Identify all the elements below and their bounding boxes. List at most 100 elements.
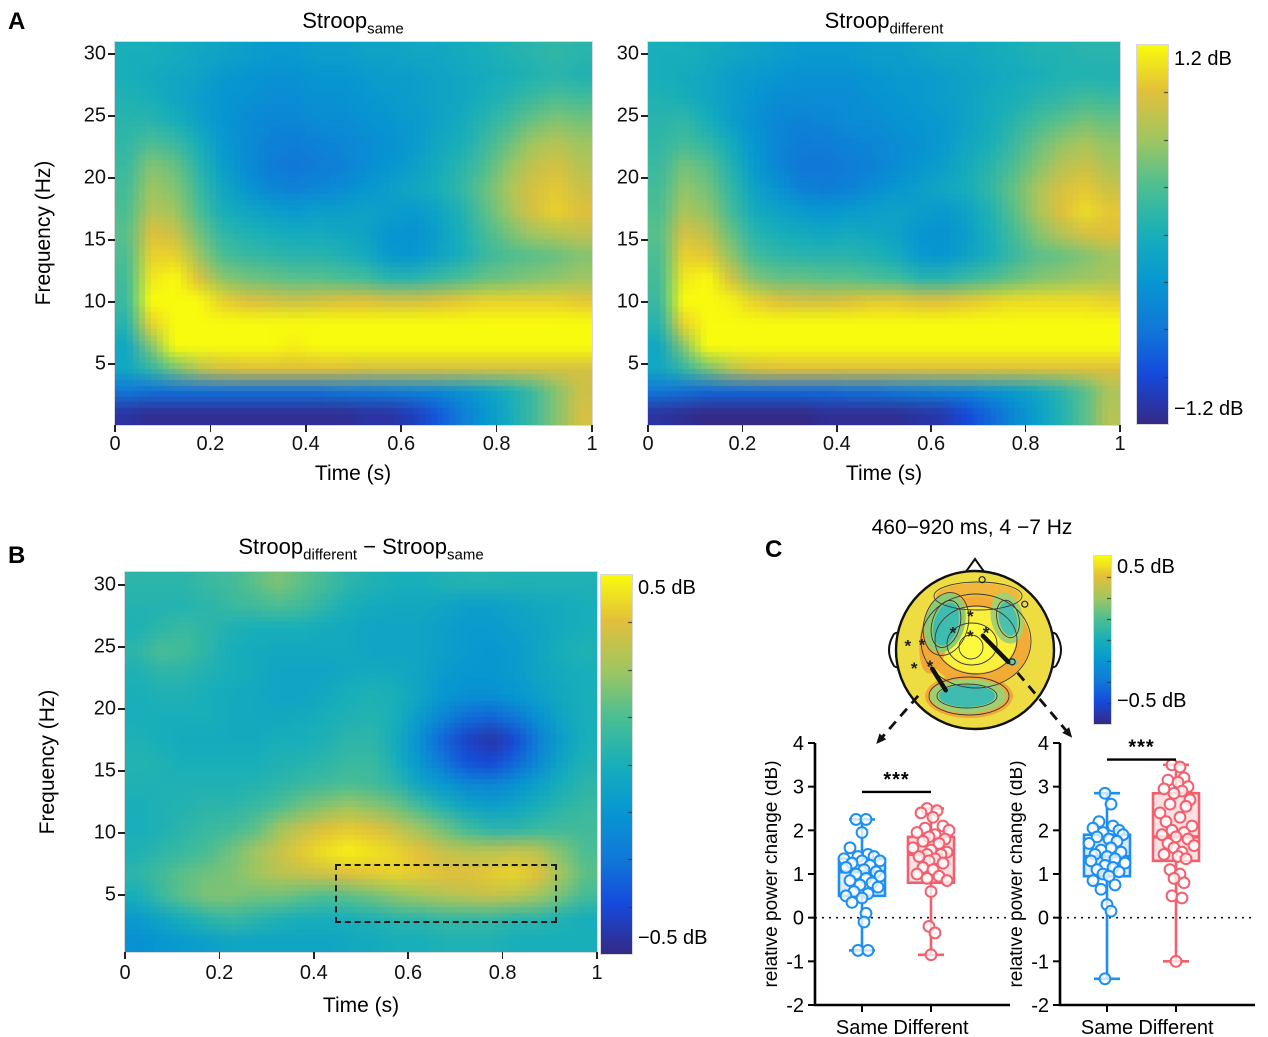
x-tick-label: 0 — [119, 962, 131, 984]
colorbar-panel-b — [600, 574, 633, 955]
category-label: Same — [836, 1017, 888, 1037]
x-tick-mark — [501, 952, 504, 959]
x-tick-mark — [596, 952, 598, 959]
ylabel-panel-b: Frequency (Hz) — [36, 689, 59, 835]
y-tick-label: 4 — [1038, 733, 1049, 755]
y-tick-label: 5 — [94, 352, 106, 375]
boxplot-ylabel: relative power change (dB) — [1010, 760, 1027, 987]
y-tick-label: 3 — [793, 777, 804, 799]
colorbar-panel-a — [1136, 44, 1169, 425]
title-stroop-same: Stroopsame — [302, 8, 404, 37]
y-tick-label: 2 — [793, 820, 804, 842]
x-tick-mark — [209, 425, 212, 432]
x-tick-mark — [1119, 425, 1121, 432]
x-tick-mark — [1024, 425, 1027, 432]
y-tick-label: 1 — [793, 864, 804, 886]
dashed-arrow-line — [1016, 672, 1074, 739]
dashed-arrow-head — [1062, 727, 1073, 738]
data-point — [871, 880, 885, 894]
electrode-star: * — [919, 635, 926, 654]
data-point — [1165, 889, 1179, 903]
title-diff-s1: different — [303, 546, 358, 564]
electrode-ring — [1021, 600, 1029, 608]
y-tick-label: 25 — [93, 635, 116, 658]
data-point — [1177, 876, 1191, 890]
x-tick-label: 0.4 — [822, 433, 851, 455]
data-point — [1118, 856, 1132, 870]
data-point — [906, 841, 920, 855]
data-point — [924, 948, 938, 962]
data-point — [1157, 847, 1171, 861]
x-tick-label: 0.2 — [728, 433, 757, 455]
y-tick-label: 20 — [83, 166, 106, 189]
y-tick-label: 15 — [83, 228, 106, 251]
x-tick-label: 0 — [642, 433, 654, 455]
data-point — [1167, 786, 1181, 800]
x-tick-mark — [114, 425, 116, 432]
significance-stars: *** — [883, 769, 909, 791]
data-point — [859, 813, 873, 826]
x-tick-mark — [124, 952, 126, 959]
x-tick-label: 0 — [109, 433, 121, 455]
data-point — [1169, 954, 1183, 968]
electrode-star: * — [983, 624, 990, 643]
colorbar-b-max-label: 0.5 dB — [638, 577, 696, 599]
data-point — [1094, 882, 1108, 896]
title-stroop-different: Stroopdifferent — [825, 8, 944, 37]
data-point — [914, 806, 928, 820]
y-tick-label: 10 — [93, 821, 116, 844]
x-tick-label: 0.6 — [387, 433, 416, 455]
significant-cluster-box — [335, 864, 557, 923]
data-point — [1086, 874, 1100, 887]
electrode-ring — [978, 576, 986, 584]
colorbar-panel-c — [1093, 555, 1112, 725]
xlabel-panel-a-right: Time (s) — [845, 462, 923, 485]
data-point — [1187, 839, 1201, 853]
y-tick-label: 1 — [1038, 864, 1049, 886]
y-tick-label: -1 — [786, 951, 804, 973]
y-tick-mark — [108, 115, 115, 117]
x-tick-label: 0.8 — [482, 433, 511, 455]
y-tick-mark — [641, 115, 648, 117]
electrode-star: * — [967, 627, 974, 646]
data-point — [916, 834, 930, 848]
title-difference: Stroopdifferent − Stroopsame — [238, 534, 483, 563]
y-tick-label: 0 — [793, 908, 804, 930]
data-point — [1108, 878, 1122, 892]
data-point — [1098, 786, 1112, 800]
data-point — [843, 841, 857, 855]
y-tick-mark — [118, 708, 125, 710]
y-tick-label: 5 — [627, 352, 639, 375]
cluster-arrows — [875, 633, 1074, 745]
y-tick-label: -2 — [786, 995, 804, 1017]
x-tick-mark — [400, 425, 402, 432]
y-tick-label: -2 — [1031, 995, 1049, 1017]
x-tick-label: 0.2 — [196, 433, 225, 455]
data-point — [1185, 819, 1199, 833]
xlabel-panel-a-left: Time (s) — [314, 462, 392, 485]
x-tick-label: 0.6 — [917, 433, 946, 455]
x-tick-label: 0.8 — [1011, 433, 1040, 455]
spectrogram-difference — [124, 571, 598, 953]
y-tick-label: 15 — [616, 228, 639, 251]
y-tick-label: 4 — [793, 733, 804, 755]
x-tick-label: 0.6 — [394, 962, 423, 984]
y-tick-label: 15 — [93, 759, 116, 782]
y-tick-mark — [108, 301, 115, 303]
data-point — [910, 826, 924, 839]
y-tick-label: 30 — [616, 42, 639, 65]
cluster-line — [980, 633, 1011, 665]
y-tick-label: 30 — [93, 573, 116, 596]
electrode-star: * — [927, 657, 934, 676]
y-tick-label: 3 — [1038, 777, 1049, 799]
y-tick-label: 30 — [83, 42, 106, 65]
data-point — [924, 885, 938, 898]
title-stroop-different-sub: different — [889, 20, 944, 38]
boxplot-left: 4 3 2 1 0 -1 -2 Same Different *** relative power … — [765, 733, 1010, 1037]
data-point — [857, 915, 871, 929]
data-point — [839, 861, 853, 874]
x-tick-mark — [313, 952, 315, 959]
title-diff-p1: Stroop — [238, 534, 304, 559]
boxplot-right: 4 3 2 1 0 -1 -2 Same Different *** relative power … — [1010, 733, 1255, 1037]
